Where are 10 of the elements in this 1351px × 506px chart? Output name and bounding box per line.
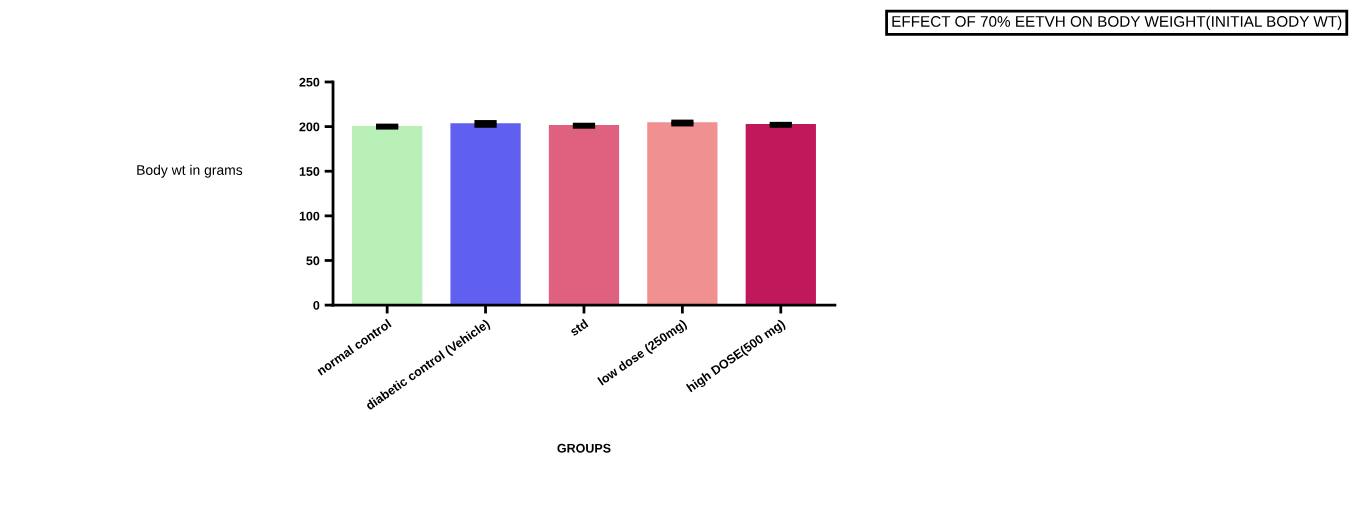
y-tick-label: 0 (313, 300, 320, 310)
y-tick-label: 150 (299, 167, 320, 176)
x-tick-label: std (568, 318, 589, 337)
y-tick-label: 50 (306, 256, 320, 266)
y-tick-label: 100 (299, 211, 320, 221)
y-axis-title: Body wt in grams (137, 164, 243, 178)
y-tick-label: 250 (299, 77, 320, 87)
text: EFFECT OF 70% EETVH ON BODY WEIGHT(INITIAL BODY WT) (892, 15, 1342, 30)
x-axis-title: GROUPS (557, 443, 611, 453)
y-tick-label: 200 (299, 122, 320, 132)
